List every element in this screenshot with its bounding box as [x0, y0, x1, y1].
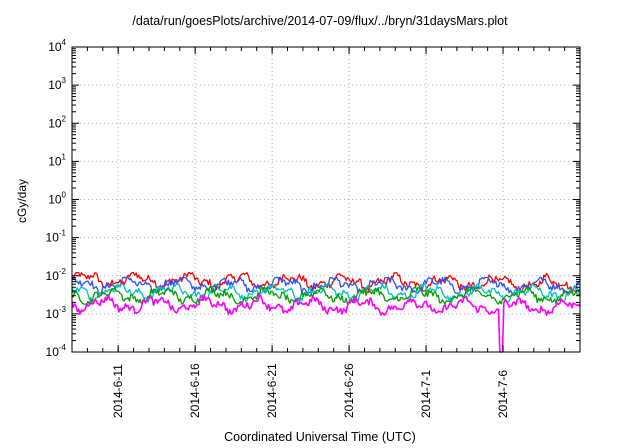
y-tick-label: 100 — [48, 191, 66, 207]
y-tick-label: 101 — [48, 152, 66, 168]
x-tick-label: 2014-6-21 — [265, 363, 279, 418]
y-tick-label: 10-4 — [46, 343, 67, 359]
y-tick-label: 104 — [48, 38, 66, 54]
series-line — [71, 293, 581, 353]
x-tick-label: 2014-7-1 — [419, 370, 433, 418]
y-tick-label: 102 — [48, 114, 66, 130]
y-ticks: 10-4 10-3 10-2 10-1 100 101 102 103 104 — [46, 38, 580, 359]
x-tick-label: 2014-6-16 — [188, 363, 202, 418]
y-tick-label: 10-2 — [46, 267, 67, 283]
series-line — [71, 286, 581, 305]
x-tick-label: 2014-6-26 — [342, 363, 356, 418]
x-tick-label: 2014-6-11 — [111, 364, 125, 418]
chart-title: /data/run/goesPlots/archive/2014-07-09/f… — [132, 14, 508, 28]
y-tick-label: 10-1 — [46, 229, 67, 245]
grid — [72, 47, 580, 352]
x-ticks: 2014-6-11 2014-6-16 2014-6-21 2014-6-26 2014… — [86, 47, 566, 418]
y-tick-label: 10-3 — [46, 305, 67, 321]
y-tick-label: 103 — [48, 76, 66, 92]
series-line — [71, 283, 581, 304]
series-line — [71, 272, 581, 292]
series-layer — [71, 272, 581, 353]
x-tick-label: 2014-7-6 — [496, 370, 510, 418]
x-axis-label: Coordinated Universal Time (UTC) — [224, 430, 416, 444]
